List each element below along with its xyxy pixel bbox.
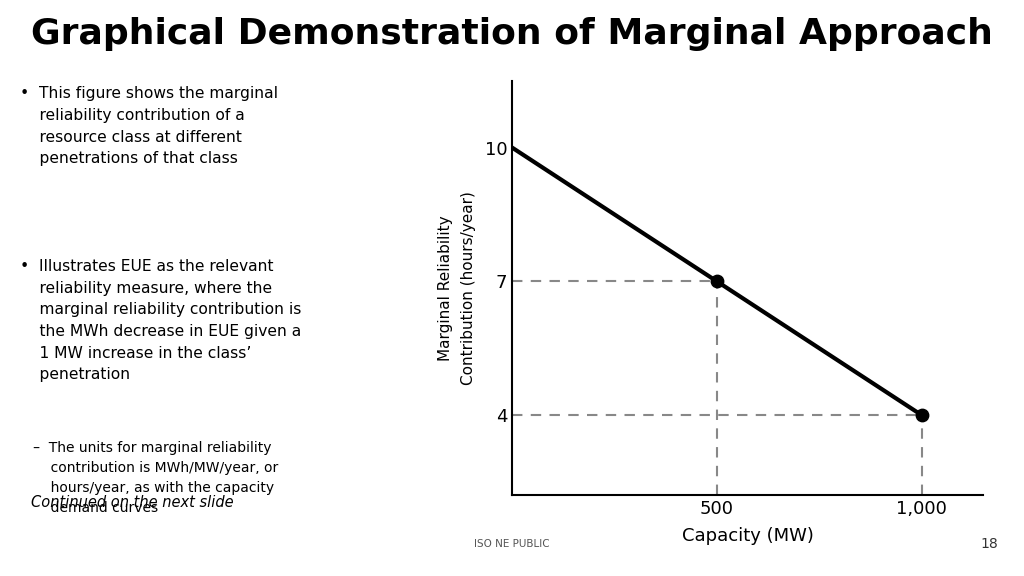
X-axis label: Capacity (MW): Capacity (MW)	[682, 526, 813, 544]
Text: Graphical Demonstration of Marginal Approach: Graphical Demonstration of Marginal Appr…	[31, 17, 992, 51]
Text: •  This figure shows the marginal
    reliability contribution of a
    resource: • This figure shows the marginal reliabi…	[20, 86, 279, 166]
Text: Continued on the next slide: Continued on the next slide	[31, 495, 233, 510]
Text: 18: 18	[981, 537, 998, 551]
Text: •  Illustrates EUE as the relevant
    reliability measure, where the
    margin: • Illustrates EUE as the relevant reliab…	[20, 259, 302, 382]
Y-axis label: Marginal Reliability
Contribution (hours/year): Marginal Reliability Contribution (hours…	[438, 191, 476, 385]
Text: –  The units for marginal reliability
       contribution is MWh/MW/year, or
   : – The units for marginal reliability con…	[20, 441, 279, 515]
Point	[709, 276, 725, 286]
Point	[913, 411, 930, 420]
Text: ISO NE PUBLIC: ISO NE PUBLIC	[474, 539, 550, 550]
